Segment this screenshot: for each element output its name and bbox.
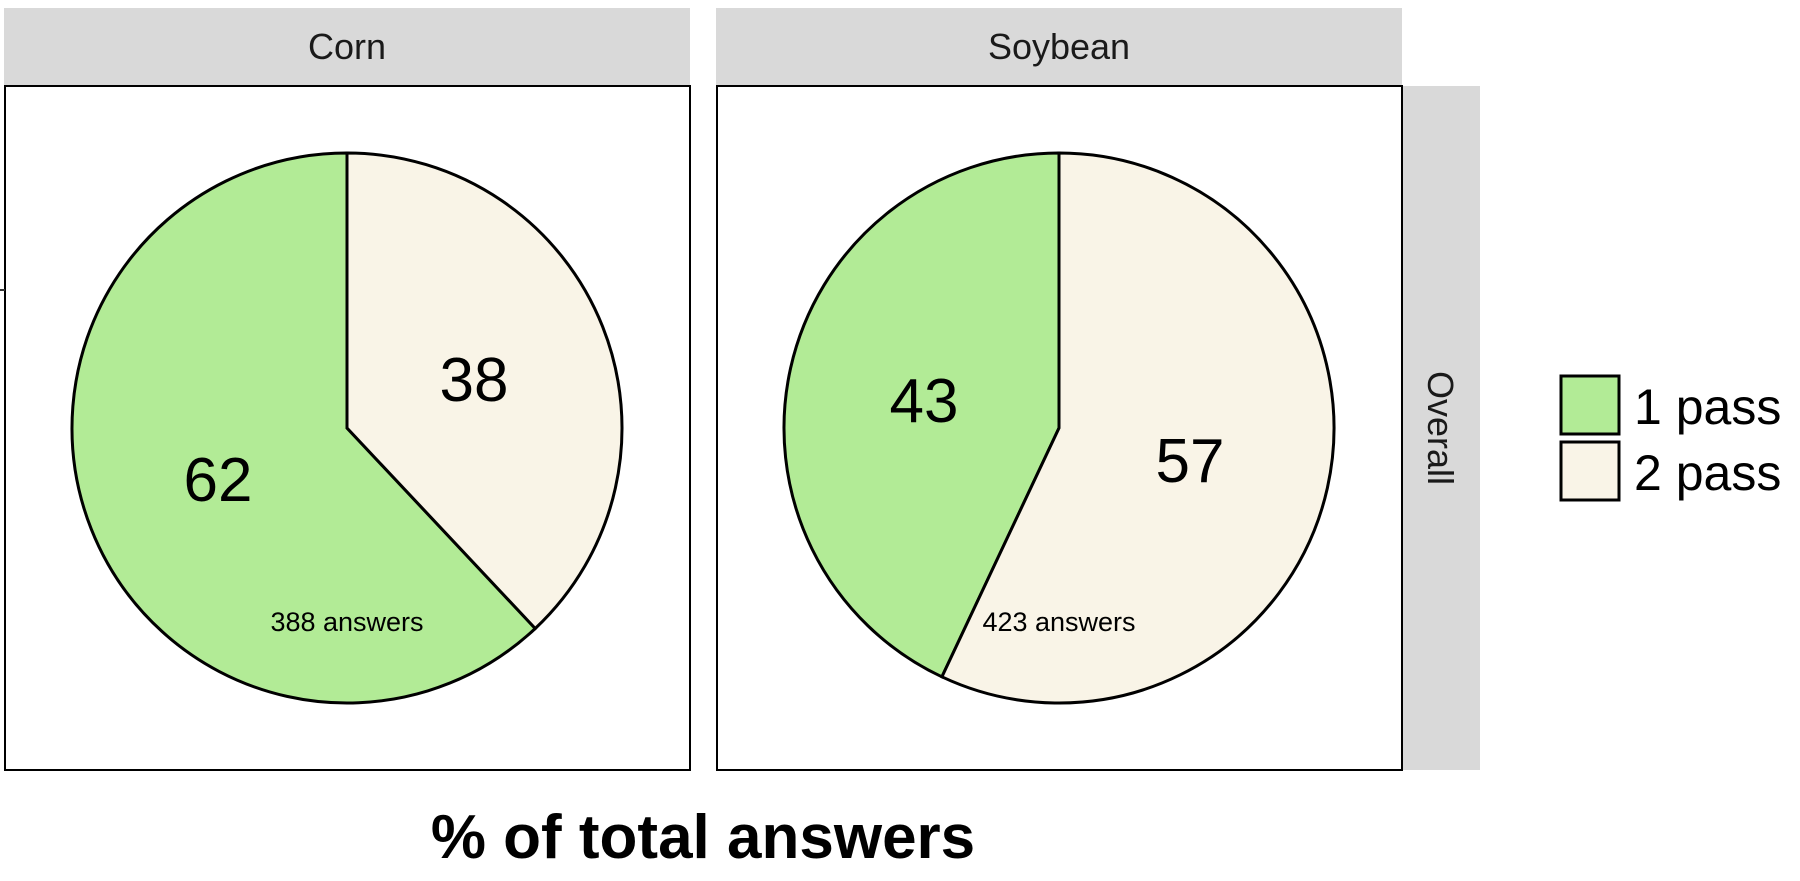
- legend-label-2-pass: 2 pass: [1634, 445, 1781, 501]
- row-strip-overall: Overall: [1402, 86, 1480, 770]
- slice-label-corn-2-pass: 38: [440, 346, 509, 415]
- pie-soybean: 43 57 423 answers: [782, 151, 1336, 705]
- slice-label-corn-1-pass: 62: [184, 446, 253, 515]
- x-axis-title: % of total answers: [431, 803, 975, 872]
- row-facet-label: Overall: [1420, 371, 1461, 485]
- slice-soybean-1-pass: [782, 151, 1061, 679]
- slice-corn-2-pass: [345, 151, 624, 631]
- slice-soybean-2-pass: [939, 151, 1336, 705]
- facet-strip-corn: Corn: [4, 8, 690, 85]
- legend-label-1-pass: 1 pass: [1634, 379, 1781, 435]
- legend-key-1-pass: [1559, 374, 1621, 436]
- legend: 1 pass 2 pass: [1559, 374, 1781, 502]
- slice-label-soybean-2-pass: 57: [1156, 427, 1225, 496]
- answers-count-corn: 388 answers: [270, 607, 423, 637]
- slice-label-soybean-1-pass: 43: [890, 367, 959, 436]
- slice-corn-1-pass: [70, 151, 538, 705]
- answers-count-soybean: 423 answers: [982, 607, 1135, 637]
- pie-corn: 62 38 388 answers: [70, 151, 624, 705]
- facet-label-soybean: Soybean: [988, 26, 1130, 67]
- facet-strip-soybean: Soybean: [716, 8, 1402, 85]
- facet-label-corn: Corn: [308, 26, 386, 67]
- legend-key-2-pass: [1559, 440, 1621, 502]
